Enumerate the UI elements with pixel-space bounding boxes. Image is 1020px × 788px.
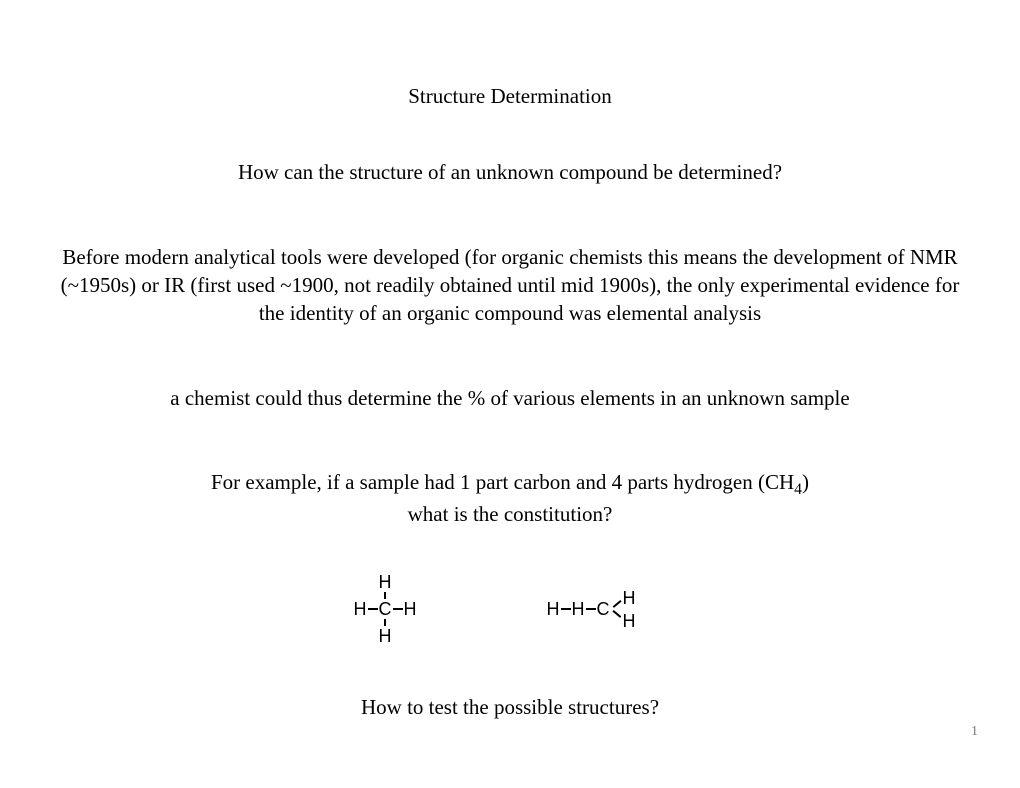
molecule-methane-cross: H H C H H [354, 573, 417, 645]
bond-vertical-icon [384, 619, 386, 626]
atom-h-left: H [354, 600, 367, 618]
page-title: Structure Determination [50, 82, 970, 110]
constitution-question: what is the constitution? [50, 500, 970, 528]
example-line: For example, if a sample had 1 part carb… [50, 468, 970, 496]
elemental-analysis-statement: a chemist could thus determine the % of … [50, 384, 970, 412]
molecule-row: H C H [354, 600, 417, 618]
test-question: How to test the possible structures? [50, 693, 970, 721]
main-question: How can the structure of an unknown comp… [50, 158, 970, 186]
molecule-chain: H H C H H [547, 599, 636, 620]
bond-horizontal-icon [586, 608, 596, 610]
example-text-pre: For example, if a sample had 1 part carb… [211, 470, 794, 494]
molecule-alt-structure: H H C H H [547, 573, 667, 643]
atom-h: H [572, 599, 585, 620]
bond-vertical-icon [384, 592, 386, 599]
bond-horizontal-icon [393, 608, 403, 610]
molecule-diagrams: H H C H H H H C H [50, 573, 970, 645]
formula-subscript: 4 [794, 481, 802, 498]
atom-h-lower: H [623, 611, 636, 632]
atom-h-upper: H [623, 588, 636, 609]
history-paragraph: Before modern analytical tools were deve… [50, 243, 970, 328]
atom-c: C [597, 599, 610, 620]
bond-horizontal-icon [368, 608, 378, 610]
atom-h-bottom: H [379, 627, 392, 645]
atom-h: H [547, 599, 560, 620]
atom-c-center: C [379, 600, 392, 618]
bond-diagonal-icon [612, 600, 621, 608]
document-page: Structure Determination How can the stru… [0, 0, 1020, 788]
bond-diagonal-icon [612, 610, 621, 618]
page-number: 1 [971, 724, 978, 740]
atom-h-top: H [379, 573, 392, 591]
example-text-post: ) [802, 470, 809, 494]
diagonal-bonds: H H [610, 600, 636, 618]
atom-h-right: H [404, 600, 417, 618]
bond-horizontal-icon [561, 608, 571, 610]
